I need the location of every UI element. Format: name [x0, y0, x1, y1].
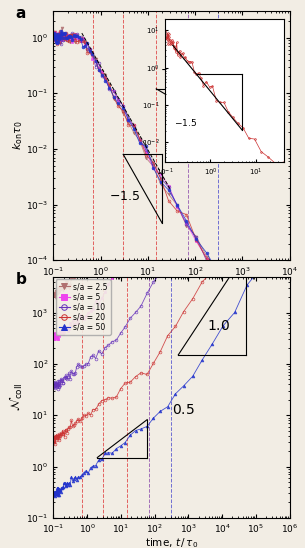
Text: $0.5$: $0.5$: [171, 403, 194, 417]
Text: a: a: [16, 6, 26, 21]
Text: $-0.5$: $-0.5$: [160, 64, 191, 77]
Text: b: b: [16, 272, 27, 287]
Y-axis label: $k_{\rm on}\tau_0$: $k_{\rm on}\tau_0$: [11, 121, 25, 150]
X-axis label: time, $t\,/\,\tau_0$: time, $t\,/\,\tau_0$: [145, 279, 198, 293]
Y-axis label: $\mathcal{N}_{\rm coll}$: $\mathcal{N}_{\rm coll}$: [8, 383, 25, 412]
Text: $-1.5$: $-1.5$: [109, 190, 140, 203]
Text: $-1.5$: $-1.5$: [174, 117, 197, 128]
Text: $1.0$: $1.0$: [207, 319, 230, 333]
X-axis label: time, $t\,/\,\tau_0$: time, $t\,/\,\tau_0$: [145, 536, 198, 548]
Legend: s/a = 2.5, s/a = 5, s/a = 10, s/a = 20, s/a = 50: s/a = 2.5, s/a = 5, s/a = 10, s/a = 20, …: [56, 279, 111, 335]
